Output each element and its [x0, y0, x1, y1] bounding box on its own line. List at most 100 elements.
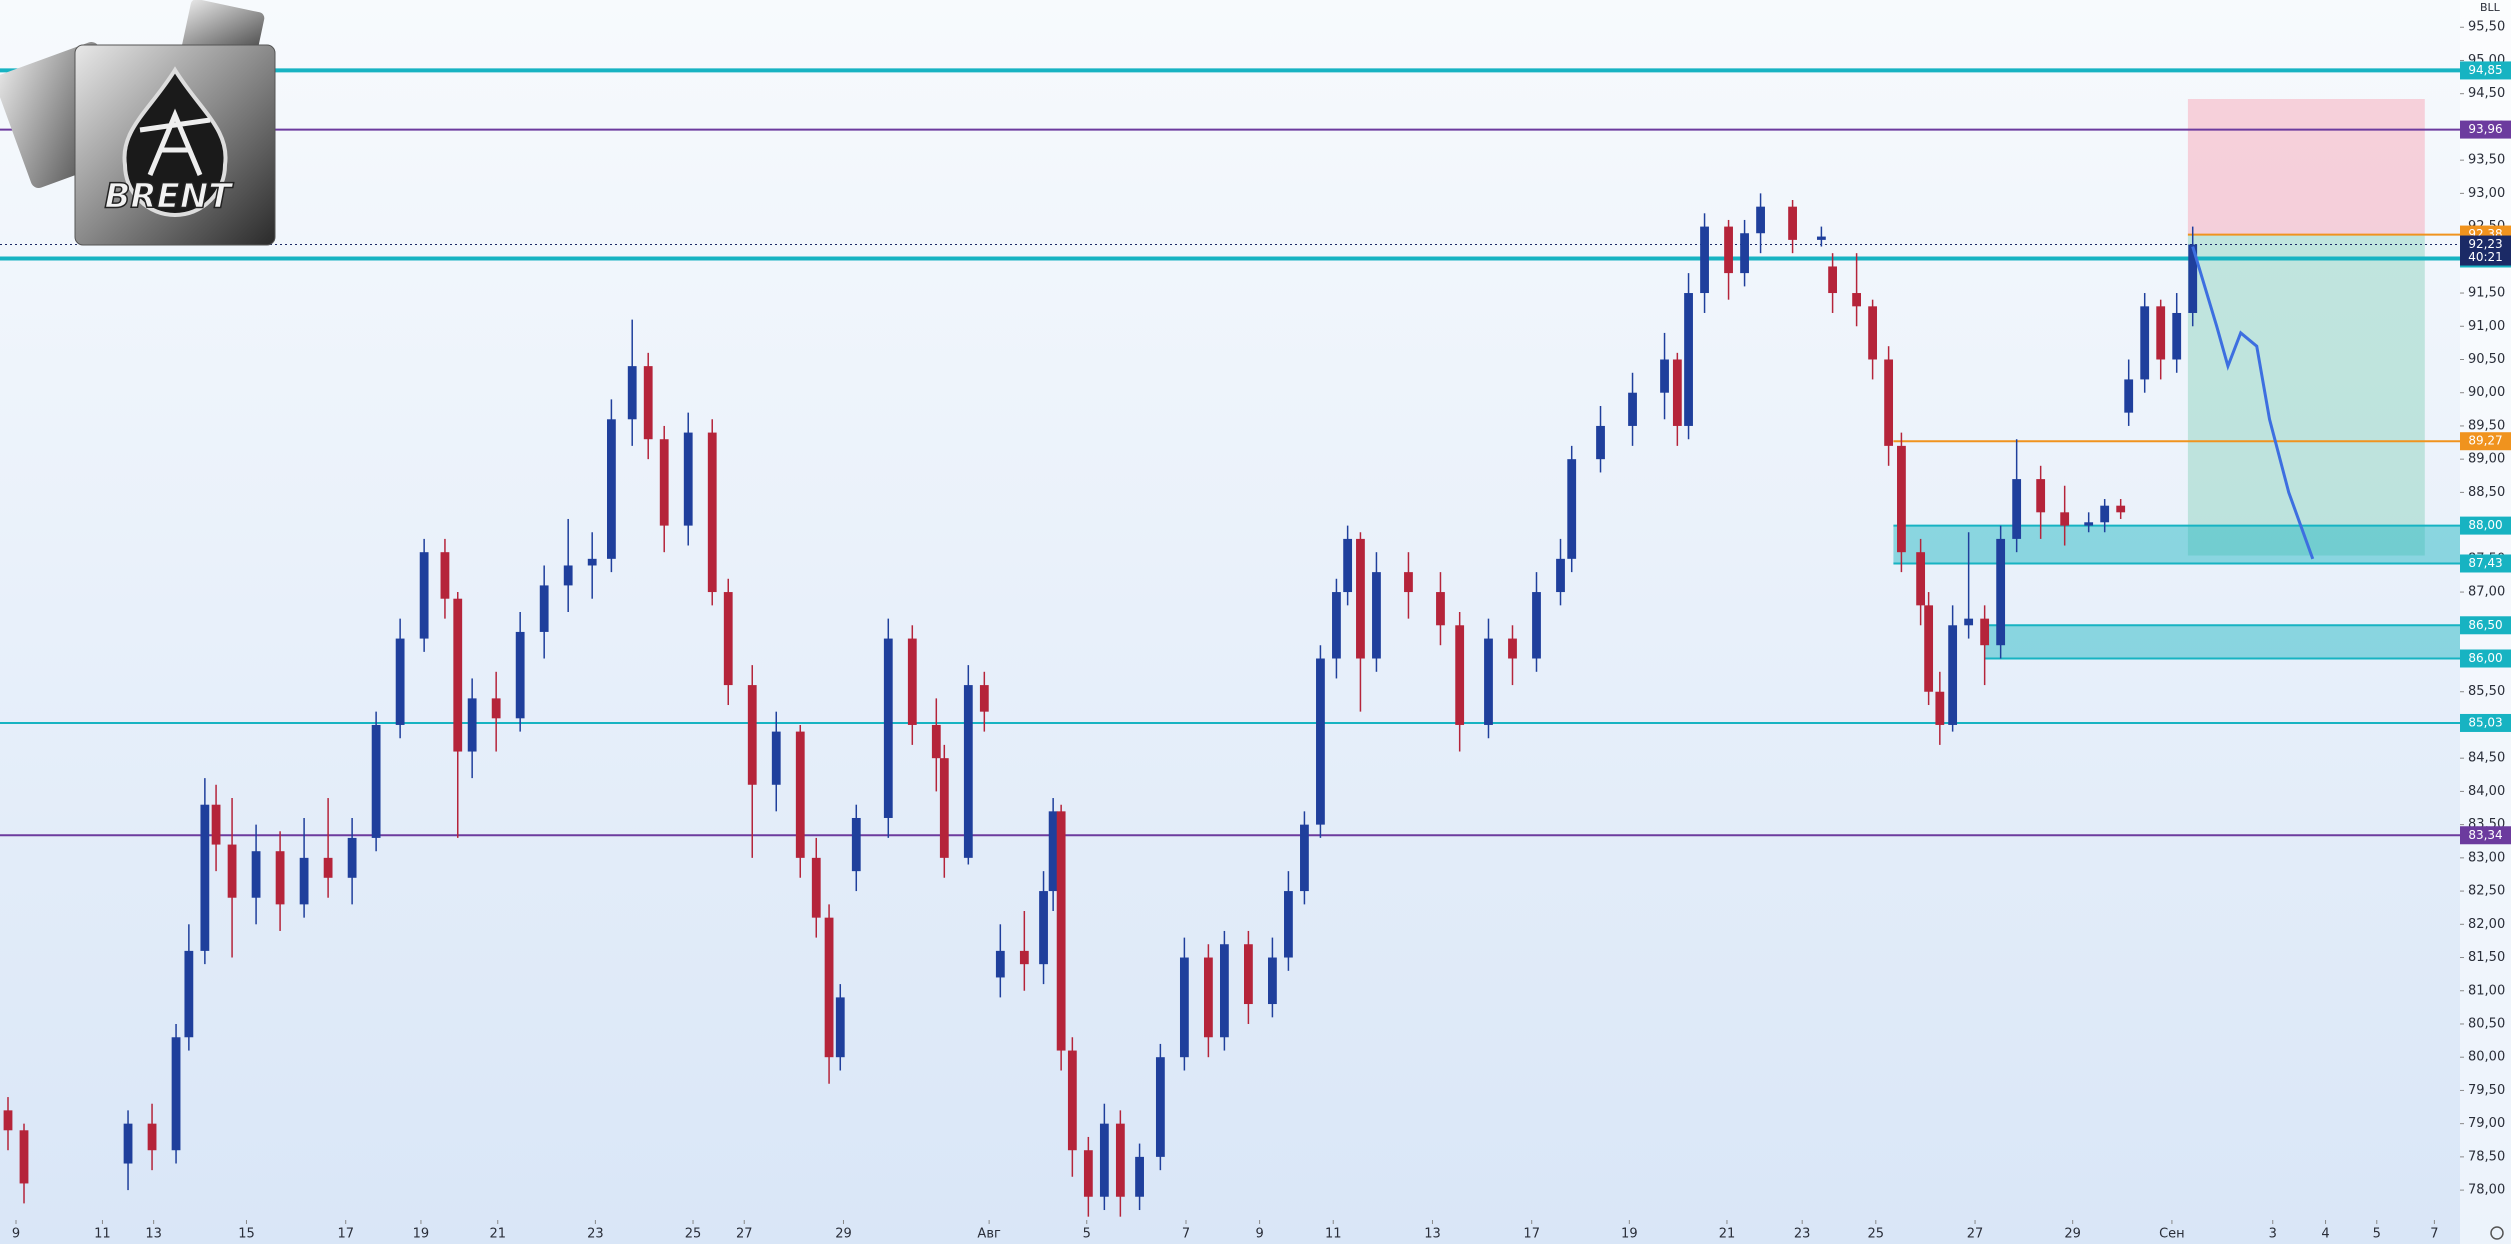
candle-body — [2156, 306, 2166, 360]
x-tick-label: 21 — [489, 1227, 506, 1242]
projection-line — [2191, 246, 2315, 560]
x-tick-label: 9 — [1255, 1227, 1263, 1242]
y-tick-label: 89,50 — [2468, 418, 2505, 433]
candle-body — [171, 1037, 181, 1151]
price-tag — [2460, 432, 2511, 451]
candle-body — [747, 685, 757, 785]
candle-body — [1884, 359, 1894, 446]
candle-body — [1672, 359, 1682, 426]
price-tag — [2460, 713, 2511, 732]
y-tick-label: 94,50 — [2468, 86, 2505, 101]
x-tick-label: 25 — [1868, 1227, 1885, 1242]
level-labels: 92,3888,0087,4386,5086,0094,8593,9692,02… — [2460, 61, 2511, 845]
x-tick-label: 11 — [1325, 1227, 1342, 1242]
price-tag — [2460, 61, 2511, 80]
candle-body — [1404, 572, 1413, 593]
candle-body — [2188, 244, 2198, 313]
candle-body — [1300, 824, 1309, 892]
x-tick-label: 5 — [1083, 1227, 1091, 1242]
y-tick-label: 90,50 — [2468, 352, 2505, 367]
candle-body — [2036, 479, 2046, 513]
candle-body — [1455, 625, 1465, 725]
candle-body — [440, 552, 450, 599]
candle-body — [1343, 538, 1353, 593]
candle-body — [251, 851, 261, 898]
candle-body — [467, 698, 477, 752]
candle-body — [771, 731, 781, 785]
candle-body — [1219, 944, 1229, 1038]
candle-body — [1660, 359, 1669, 393]
candle-body — [1964, 618, 1974, 626]
y-tick-label: 85,50 — [2468, 684, 2505, 699]
candle-body — [1508, 638, 1517, 659]
price-tag — [2460, 649, 2511, 668]
candle-body — [2116, 505, 2126, 513]
candle-body — [1372, 572, 1381, 659]
current-price-label: 92,23 — [2468, 237, 2502, 251]
candle-body — [2124, 379, 2134, 413]
settings-icon[interactable] — [2490, 1226, 2504, 1240]
candle-body — [200, 804, 210, 951]
candle-body — [1039, 891, 1048, 965]
y-tick-label: 89,00 — [2468, 452, 2505, 467]
candle-body — [419, 552, 429, 639]
logo-derrick — [139, 108, 211, 176]
price-tag-label: 88,00 — [2468, 518, 2502, 532]
candle-body — [2140, 306, 2150, 380]
x-tick-label: 27 — [1967, 1227, 1984, 1242]
y-tick-label: 81,50 — [2468, 950, 2505, 965]
candle-body — [1203, 957, 1213, 1038]
candle-body — [1356, 538, 1365, 659]
candle-body — [2084, 522, 2094, 526]
y-tick-label: 82,50 — [2468, 884, 2505, 899]
price-tag-label: 86,50 — [2468, 618, 2502, 632]
y-tick-label: 82,00 — [2468, 917, 2505, 932]
candle-body — [963, 685, 973, 858]
candle-body — [1284, 891, 1293, 958]
x-tick-label: 23 — [587, 1227, 604, 1242]
candle-body — [1788, 206, 1797, 240]
x-tick-label: 29 — [2064, 1227, 2081, 1242]
candle-body — [1628, 392, 1637, 426]
candle-body — [371, 724, 381, 838]
candle-body — [1179, 957, 1189, 1058]
candle-body — [1740, 233, 1749, 274]
candle-body — [707, 432, 717, 593]
x-tick-label: 13 — [145, 1227, 162, 1242]
y-tick-label: 79,00 — [2468, 1116, 2505, 1131]
price-tag-label: 87,43 — [2468, 556, 2502, 570]
candle-body — [1828, 266, 1837, 294]
y-tick-label: 91,00 — [2468, 319, 2505, 334]
candle-body — [19, 1130, 29, 1184]
candle-body — [1816, 236, 1826, 240]
price-tag — [2460, 120, 2511, 139]
candle-body — [811, 857, 821, 918]
price-tag-label: 83,34 — [2468, 828, 2502, 842]
symbol: BLL — [2480, 1, 2501, 14]
candle-body — [1996, 538, 2006, 646]
zones — [1893, 99, 2460, 659]
candle-body — [123, 1123, 133, 1164]
stop-zone — [2187, 99, 2425, 235]
candle-body — [723, 592, 733, 686]
candle-body — [323, 857, 333, 878]
candle-body — [1056, 811, 1066, 1051]
candle-body — [1048, 811, 1058, 892]
candle-body — [1868, 306, 1878, 360]
y-tick-label: 93,00 — [2468, 186, 2505, 201]
candle-body — [1067, 1050, 1077, 1151]
y-tick-label: 78,50 — [2468, 1149, 2505, 1164]
logo: BRENT — [0, 0, 276, 246]
y-tick-label: 78,00 — [2468, 1183, 2505, 1198]
zone — [1893, 525, 2460, 564]
candle-body — [1756, 206, 1765, 234]
candle-body — [2012, 479, 2022, 539]
candle-body — [2100, 505, 2110, 523]
x-tick-label: 3 — [2269, 1227, 2277, 1242]
candle-body — [491, 698, 501, 719]
candle-body — [1556, 558, 1565, 593]
candle-body — [3, 1110, 13, 1131]
price-tag — [2460, 826, 2511, 845]
candle-body — [147, 1123, 157, 1151]
